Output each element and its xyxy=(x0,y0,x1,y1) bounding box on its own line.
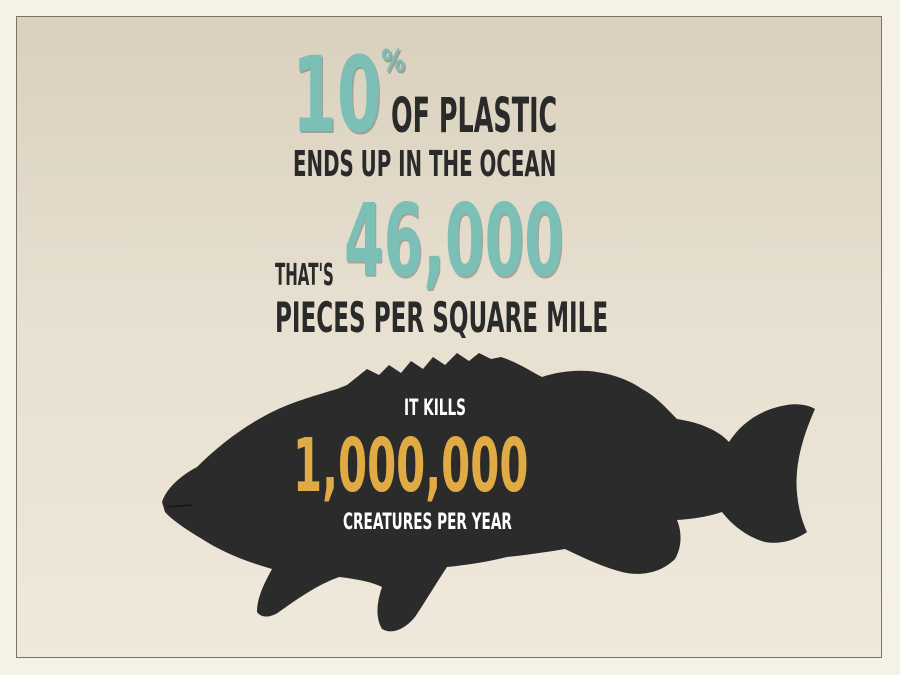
stat1-percent: % xyxy=(381,44,406,79)
stat1-line2: ENDS UP IN THE OCEAN xyxy=(293,144,557,185)
stat2-number: 46,000 xyxy=(344,182,564,299)
infographic-frame: 10 % OF PLASTIC ENDS UP IN THE OCEAN 46,… xyxy=(16,16,882,658)
stat1-line1: OF PLASTIC xyxy=(391,88,558,144)
stat3-prefix: IT KILLS xyxy=(404,396,466,421)
stat2-line: PIECES PER SQUARE MILE xyxy=(275,293,609,342)
stat3-number: 1,000,000 xyxy=(293,423,529,509)
stat2-prefix: THAT'S xyxy=(275,258,334,293)
stat1-number: 10 xyxy=(292,34,382,156)
stat3-line: CREATURES PER YEAR xyxy=(343,510,512,535)
fish-silhouette-icon xyxy=(162,353,815,632)
